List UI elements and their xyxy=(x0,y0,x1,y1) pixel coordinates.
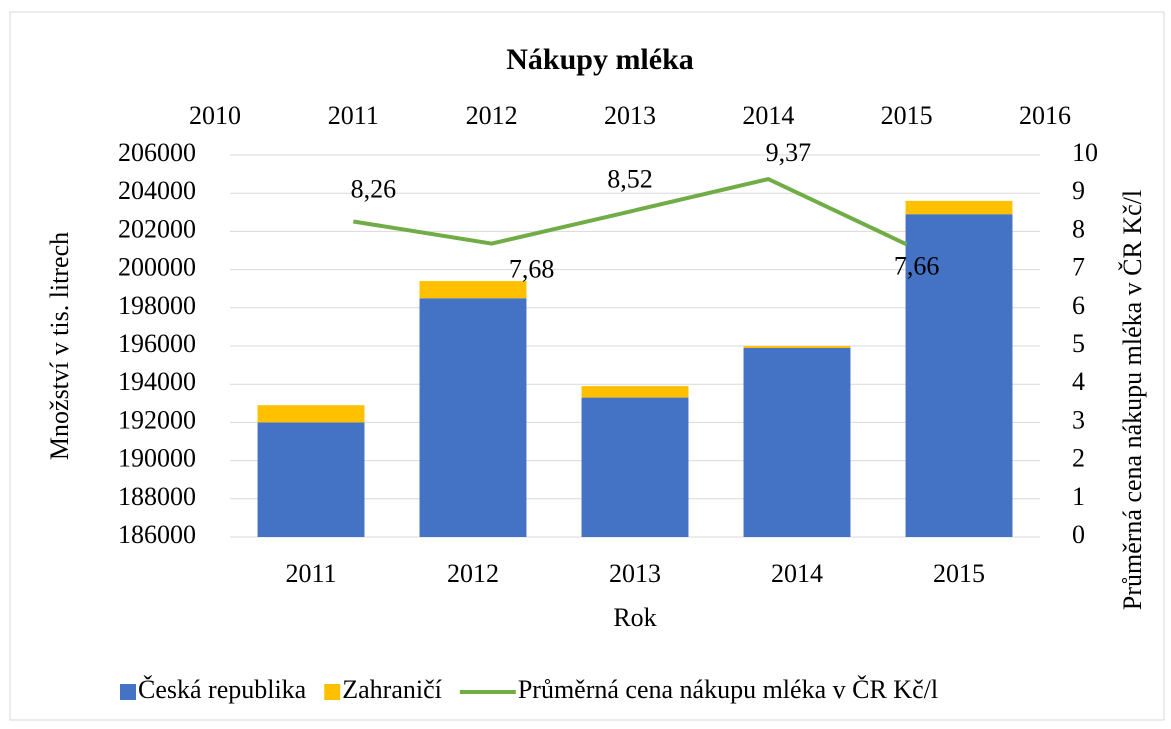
y-tick-label: 204000 xyxy=(118,176,196,205)
y-tick-label: 198000 xyxy=(118,291,196,320)
y-tick-label: 192000 xyxy=(118,405,196,434)
data-label: 7,66 xyxy=(894,251,940,280)
y2-tick-label: 6 xyxy=(1072,291,1085,320)
y2-tick-label: 3 xyxy=(1072,405,1085,434)
y2-tick-label: 9 xyxy=(1072,176,1085,205)
y2-tick-label: 8 xyxy=(1072,214,1085,243)
y2-tick-label: 5 xyxy=(1072,329,1085,358)
bar-segment xyxy=(581,386,689,398)
y-tick-label: 200000 xyxy=(118,253,196,282)
x-tick-label: 2013 xyxy=(609,559,661,588)
x-tick-label: 2015 xyxy=(933,559,985,588)
x-tick-label: 2012 xyxy=(447,559,499,588)
legend-label: Zahraničí xyxy=(342,675,442,704)
legend-swatch xyxy=(324,684,341,700)
bar-segment xyxy=(419,281,527,299)
x2-tick-label: 2016 xyxy=(1019,101,1071,130)
legend-label: Česká republika xyxy=(138,675,307,704)
bar-segment xyxy=(581,397,689,537)
y2-tick-label: 1 xyxy=(1072,482,1085,511)
bar-segment xyxy=(743,347,851,537)
y-tick-label: 194000 xyxy=(118,367,196,396)
y2-axis-title: Průměrná cena nákupu mléka v ČR Kč/l xyxy=(1118,190,1147,610)
y-tick-label: 188000 xyxy=(118,482,196,511)
x-tick-label: 2014 xyxy=(771,559,823,588)
y2-tick-label: 7 xyxy=(1072,253,1085,282)
bar-segment xyxy=(905,200,1013,215)
y-tick-label: 196000 xyxy=(118,329,196,358)
legend-label: Průměrná cena nákupu mléka v ČR Kč/l xyxy=(518,675,938,704)
y2-tick-label: 4 xyxy=(1072,367,1085,396)
x2-tick-label: 2010 xyxy=(189,101,241,130)
data-label: 8,26 xyxy=(351,174,397,203)
chart-title: Nákupy mléka xyxy=(506,43,694,76)
data-label: 9,37 xyxy=(766,138,812,167)
y-axis-title: Množství v tis. litrech xyxy=(45,232,74,460)
legend-swatch xyxy=(120,684,136,700)
y2-tick-label: 0 xyxy=(1072,520,1085,549)
x2-tick-label: 2012 xyxy=(466,101,518,130)
x2-tick-label: 2011 xyxy=(328,101,379,130)
data-label: 7,68 xyxy=(509,255,555,284)
y-tick-label: 202000 xyxy=(118,214,196,243)
bar-segment xyxy=(419,298,527,537)
y-tick-label: 206000 xyxy=(118,138,196,167)
y-tick-label: 190000 xyxy=(118,444,196,473)
bar-segment xyxy=(743,346,851,348)
x2-tick-label: 2015 xyxy=(881,101,933,130)
bar-segment xyxy=(257,422,365,537)
bar-segment xyxy=(257,405,365,423)
x2-tick-label: 2013 xyxy=(604,101,656,130)
x-tick-label: 2011 xyxy=(285,559,336,588)
data-label: 8,52 xyxy=(607,165,653,194)
y-tick-label: 186000 xyxy=(118,520,196,549)
line xyxy=(353,176,908,247)
x2-tick-label: 2014 xyxy=(742,101,794,130)
y2-tick-label: 2 xyxy=(1072,444,1085,473)
y2-tick-label: 10 xyxy=(1072,138,1098,167)
bar-segment xyxy=(905,214,1013,537)
x-axis-title: Rok xyxy=(613,603,656,632)
